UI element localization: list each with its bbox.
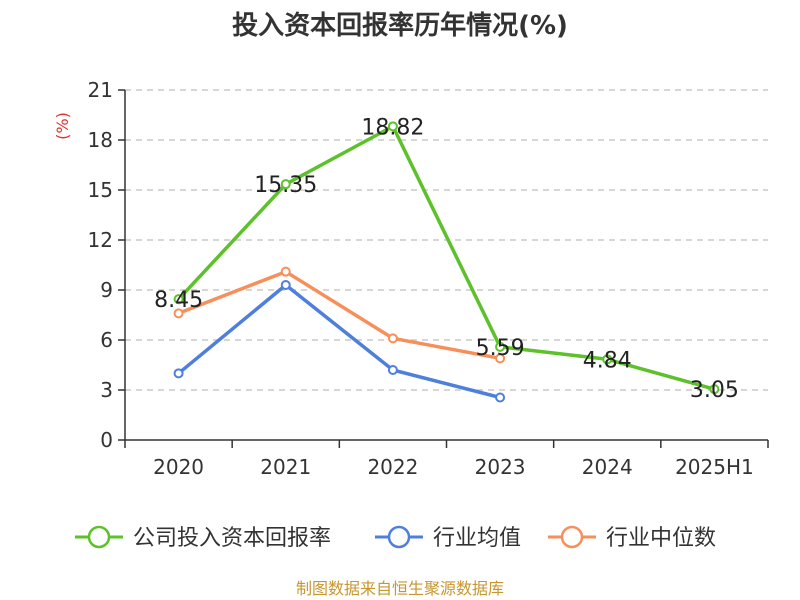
source-note: 制图数据来自恒生聚源数据库 (296, 579, 504, 598)
data-point (495, 353, 506, 364)
x-tick-label: 2025H1 (675, 455, 754, 479)
data-label: 18.82 (361, 115, 424, 140)
legend-label: 行业中位数 (606, 526, 716, 551)
y-tick-label: 21 (88, 78, 113, 102)
legend-marker (87, 525, 111, 549)
legend-label: 行业均值 (433, 526, 521, 551)
data-label: 15.35 (254, 173, 317, 198)
series-line (177, 269, 501, 361)
data-point (280, 179, 291, 190)
series-layer (173, 121, 720, 403)
axes: 0 3 6 9 12 15 18 21 2020 2021 2022 2023 2024 2025H1 (88, 78, 769, 479)
data-point (387, 365, 398, 375)
data-point (387, 121, 398, 132)
y-tick-label: 18 (88, 128, 113, 152)
series-line (177, 124, 715, 391)
chart-title: 投入资本回报率历年情况(%) (232, 10, 568, 41)
x-tick-label: 2020 (153, 455, 204, 479)
data-label: 4.84 (583, 348, 632, 373)
x-tick-label: 2022 (367, 455, 418, 479)
legend-marker (387, 525, 411, 549)
data-point (495, 341, 506, 352)
y-tick-label: 9 (100, 278, 113, 302)
x-tick-label: 2024 (582, 455, 633, 479)
data-label: 3.05 (690, 378, 739, 403)
data-point (173, 368, 184, 379)
data-point (387, 333, 398, 344)
data-point (602, 354, 613, 365)
y-tick-label: 3 (100, 378, 113, 402)
x-tick-label: 2021 (260, 455, 311, 479)
data-label: 8.45 (154, 288, 203, 313)
y-tick-label: 0 (100, 428, 113, 452)
data-point (709, 384, 720, 395)
y-axis-unit: (%) (53, 112, 72, 140)
data-label: 5.59 (476, 336, 525, 361)
data-point (495, 392, 506, 403)
data-point (280, 280, 291, 290)
x-tick-label: 2023 (475, 455, 526, 479)
legend-marker (560, 525, 584, 549)
data-labels: 8.45 15.35 18.82 5.59 4.84 3.05 (154, 115, 739, 403)
y-tick-label: 6 (100, 328, 113, 352)
data-point (173, 308, 184, 319)
legend: 公司投入资本回报率 行业均值 行业中位数 (75, 525, 716, 551)
data-point (280, 266, 291, 277)
series-line (177, 283, 501, 400)
data-point (173, 294, 184, 305)
y-tick-label: 12 (88, 228, 113, 252)
legend-label: 公司投入资本回报率 (133, 526, 331, 551)
y-tick-label: 15 (88, 178, 113, 202)
